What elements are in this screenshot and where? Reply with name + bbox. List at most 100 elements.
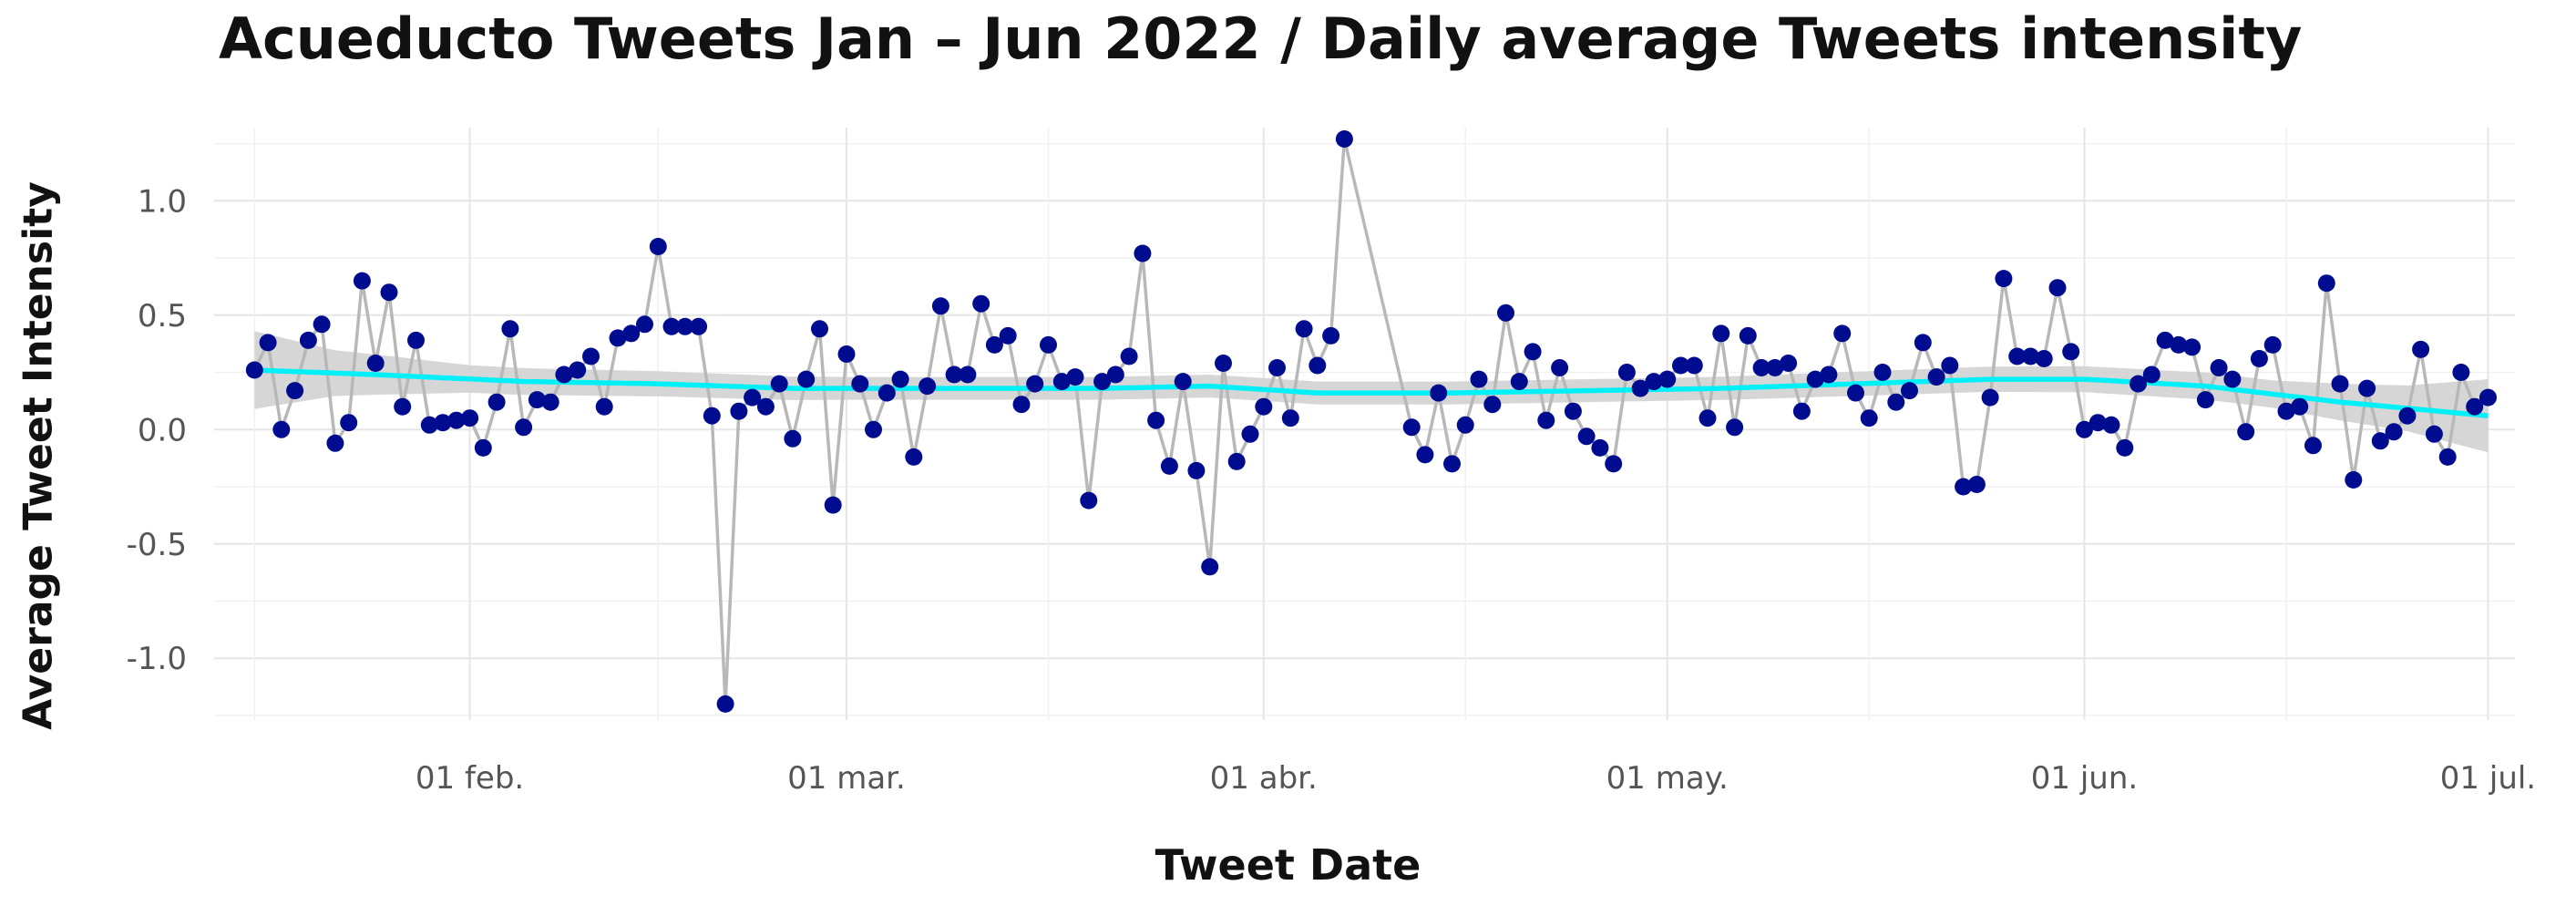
data-point: [1335, 130, 1353, 148]
data-point: [2156, 331, 2174, 349]
data-point: [353, 272, 371, 290]
x-tick-label: 01 jun.: [2031, 760, 2138, 797]
x-axis-label: Tweet Date: [1155, 840, 1421, 890]
data-point: [1052, 373, 1071, 391]
data-point: [1820, 365, 1838, 384]
data-point: [1040, 335, 1057, 354]
data-point: [1726, 418, 1744, 437]
data-point: [1026, 375, 1044, 393]
data-point: [2183, 338, 2201, 356]
data-point: [2317, 274, 2335, 293]
smooth-line-path: [254, 367, 2489, 418]
data-point: [945, 365, 963, 384]
data-point: [447, 411, 466, 429]
data-point: [877, 384, 896, 402]
data-point: [555, 365, 573, 384]
data-point: [1443, 455, 1461, 473]
data-point: [1699, 409, 1717, 427]
data-point: [2048, 279, 2067, 297]
data-point: [756, 397, 775, 416]
data-point: [837, 345, 856, 363]
data-point: [1766, 359, 1784, 376]
data-point: [1187, 461, 1206, 479]
data-point: [2291, 397, 2309, 416]
data-point: [1309, 356, 1327, 375]
data-point: [1268, 359, 1286, 376]
data-point: [2170, 335, 2188, 354]
data-point: [2008, 347, 2027, 365]
chart-title: Acueducto Tweets Jan – Jun 2022 / Daily …: [219, 5, 2303, 72]
data-point: [2223, 370, 2242, 388]
data-point: [1174, 373, 1192, 391]
data-point: [2438, 448, 2457, 466]
data-point: [824, 496, 842, 514]
x-tick-labels: 01 feb. 01 mar. 01 abr. 01 may. 01 jun. 01 ju…: [416, 760, 2536, 797]
data-point: [1295, 320, 1313, 338]
data-point: [1927, 368, 1945, 386]
data-point: [703, 407, 721, 425]
data-point: [1955, 478, 1973, 496]
data-point: [1981, 388, 1999, 407]
data-point: [1806, 370, 1824, 388]
data-point: [2345, 471, 2363, 489]
data-point: [595, 397, 613, 416]
data-point: [2425, 425, 2443, 443]
data-point: [784, 429, 802, 448]
data-point: [1551, 359, 1569, 376]
data-point: [1605, 455, 1623, 473]
data-point: [1995, 270, 2013, 288]
data-point: [1617, 364, 1636, 381]
data-point: [1160, 457, 1178, 475]
data-point: [770, 375, 788, 393]
data-point: [676, 317, 694, 335]
data-point: [299, 331, 317, 349]
data-point: [420, 416, 438, 434]
data-point: [1780, 355, 1798, 372]
grid: [214, 128, 2515, 720]
data-point: [905, 448, 923, 466]
data-point: [1201, 558, 1219, 576]
data-point: [1847, 384, 1864, 402]
data-point: [1430, 384, 1448, 402]
data-point: [1645, 373, 1663, 391]
data-point: [1901, 382, 1918, 400]
data-point: [487, 393, 506, 411]
data-point: [1416, 446, 1434, 464]
data-point: [2358, 379, 2376, 397]
data-point: [1833, 324, 1852, 343]
data-point: [649, 238, 667, 255]
data-point: [2237, 423, 2255, 441]
data-point: [461, 409, 479, 427]
data-points: [245, 130, 2497, 713]
data-point: [1672, 356, 1689, 375]
data-point: [1456, 416, 1474, 434]
data-point: [272, 420, 291, 438]
x-tick-label: 01 may.: [1606, 760, 1729, 797]
data-point: [366, 355, 385, 372]
x-tick-label: 01 mar.: [787, 760, 906, 797]
data-point: [259, 334, 277, 352]
data-point: [1322, 326, 1340, 345]
data-point: [1402, 418, 1421, 437]
data-point: [245, 361, 263, 379]
data-point: [1255, 397, 1273, 416]
data-point: [1685, 356, 1703, 375]
data-point: [2304, 437, 2322, 455]
data-point: [662, 317, 681, 335]
smooth-line: [254, 367, 2489, 418]
data-point: [2331, 375, 2349, 393]
x-tick-label: 01 feb.: [416, 760, 524, 797]
data-point: [1914, 334, 1932, 352]
data-point: [2210, 359, 2228, 376]
data-point: [891, 370, 909, 388]
data-point: [2076, 420, 2093, 438]
data-point: [2371, 432, 2389, 450]
y-tick-label: 1.0: [138, 183, 187, 220]
data-point: [1752, 359, 1770, 376]
data-point: [340, 414, 358, 432]
data-point: [1873, 364, 1892, 381]
data-point: [1537, 411, 1555, 429]
data-point: [2479, 388, 2497, 407]
data-point: [286, 382, 304, 400]
